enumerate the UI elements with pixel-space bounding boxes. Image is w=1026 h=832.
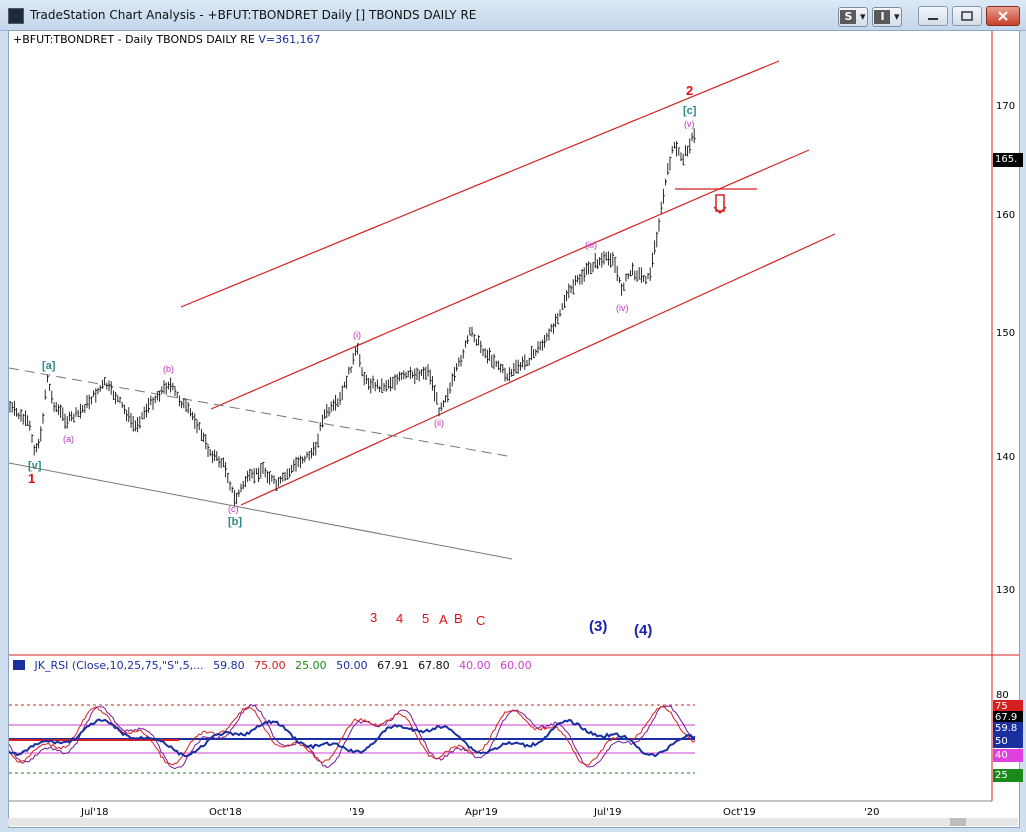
wave-label: [v] [28, 460, 42, 472]
i-button-label: I [874, 10, 891, 24]
wave-label: (a) [63, 434, 74, 444]
wave-label: (3) [589, 618, 607, 635]
sell-arrow-icon [713, 194, 727, 215]
wave-labels: [a] [v] 1 [b] [c] 2 (a) (b) (c) (i) (ii)… [28, 83, 697, 639]
last-price-marker: 165. [993, 153, 1023, 167]
price-chart[interactable]: [a] [v] 1 [b] [c] 2 (a) (b) (c) (i) (ii)… [9, 31, 1019, 827]
rsi-value: 59.80 [213, 659, 245, 672]
volume-label: V=361,167 [258, 33, 321, 46]
rsi-marker-679: 67.9 [993, 711, 1023, 724]
middle-channel-line[interactable] [210, 149, 810, 410]
rsi-axis-tick: 80 [996, 690, 1009, 701]
rsi-marker-25: 25 [993, 769, 1023, 782]
wave-label: 1 [28, 471, 35, 486]
symbol-label: +BFUT:TBONDRET - Daily TBONDS DAILY RE [13, 33, 255, 46]
horizontal-scrollbar[interactable] [8, 818, 1018, 826]
wave-label: [a] [42, 360, 56, 372]
x-axis-tick: Jul'19 [594, 807, 622, 818]
rsi-line [9, 718, 696, 758]
wave-label: A [439, 612, 448, 627]
y-axis-tick: 150 [996, 328, 1016, 339]
x-axis-tick: '19 [349, 807, 365, 818]
minimize-icon [928, 18, 938, 20]
upper-channel-line[interactable] [180, 60, 780, 308]
indicator-color-icon [13, 660, 25, 670]
wave-label: 3 [370, 610, 377, 625]
x-axis-tick: Apr'19 [465, 807, 498, 818]
y-axis-tick: 130 [996, 585, 1016, 596]
rsi-value: 25.00 [295, 659, 327, 672]
wave-label: (c) [228, 504, 239, 514]
wave-label: (iii) [585, 240, 597, 250]
rsi-line [9, 705, 696, 766]
chart-symbol-header[interactable]: +BFUT:TBONDRET - Daily TBONDS DAILY RE V… [13, 33, 321, 46]
y-axis-tick: 170 [996, 101, 1016, 112]
wave-label: [b] [228, 516, 242, 528]
rsi-line [9, 703, 696, 770]
rsi-value: 60.00 [500, 659, 532, 672]
title-bar[interactable]: TradeStation Chart Analysis - +BFUT:TBON… [0, 0, 1026, 31]
wave-label: (i) [353, 330, 361, 340]
rsi-marker-75: 75 [993, 700, 1023, 713]
window-title: TradeStation Chart Analysis - +BFUT:TBON… [30, 8, 477, 22]
chart-panel[interactable]: [a] [v] 1 [b] [c] 2 (a) (b) (c) (i) (ii)… [8, 30, 1023, 828]
wave-label: B [454, 611, 463, 626]
rsi-marker-40: 40 [993, 749, 1023, 762]
rsi-marker-598: 59.8 [993, 722, 1023, 735]
wave-label: (b) [163, 364, 174, 374]
rsi-header[interactable]: JK_RSI (Close,10,25,75,"S",5,... 59.80 7… [13, 659, 538, 672]
dashed-trend-line[interactable] [9, 367, 514, 458]
rsi-value: 67.91 [377, 659, 409, 672]
rsi-lines [9, 703, 696, 770]
x-axis-tick: Jul'18 [81, 807, 109, 818]
wave-label: (4) [634, 622, 652, 639]
wave-label: 5 [422, 611, 429, 626]
dropdown-arrow-icon: ▾ [859, 10, 866, 23]
x-axis-tick: Oct'18 [209, 807, 242, 818]
rsi-value: 40.00 [459, 659, 491, 672]
symbol-link-s-button[interactable]: S ▾ [838, 7, 868, 27]
trend-channels[interactable] [9, 60, 836, 560]
y-axis-tick: 140 [996, 452, 1016, 463]
lower-channel-line[interactable] [240, 233, 836, 506]
wave-label: C [476, 613, 485, 628]
wave-label: [c] [683, 105, 697, 117]
close-button[interactable] [986, 6, 1020, 26]
rsi-value: 67.80 [418, 659, 450, 672]
close-icon [998, 11, 1008, 21]
wave-label: (ii) [434, 418, 444, 428]
price-bars [9, 128, 696, 506]
rsi-name: JK_RSI (Close,10,25,75,"S",5,... [34, 659, 204, 672]
wave-label: 4 [396, 611, 403, 626]
indicator-i-button[interactable]: I ▾ [872, 7, 902, 27]
wave-label: (v) [684, 119, 695, 129]
rsi-value: 50.00 [336, 659, 368, 672]
wave-label: (iv) [616, 303, 629, 313]
scrollbar-thumb[interactable] [950, 818, 966, 826]
app-icon [8, 8, 24, 24]
y-axis-tick: 160 [996, 210, 1016, 221]
rsi-marker-50: 50 [993, 735, 1023, 748]
minimize-button[interactable] [918, 6, 948, 26]
grey-trend-line[interactable] [9, 462, 513, 560]
rsi-guides [9, 704, 695, 774]
wave-label: 2 [686, 83, 693, 98]
maximize-icon [961, 11, 973, 21]
x-axis-tick: '20 [864, 807, 880, 818]
s-button-label: S [840, 10, 857, 24]
maximize-button[interactable] [952, 6, 982, 26]
rsi-value: 75.00 [254, 659, 286, 672]
x-axis-tick: Oct'19 [723, 807, 756, 818]
dropdown-arrow-icon: ▾ [893, 10, 900, 23]
